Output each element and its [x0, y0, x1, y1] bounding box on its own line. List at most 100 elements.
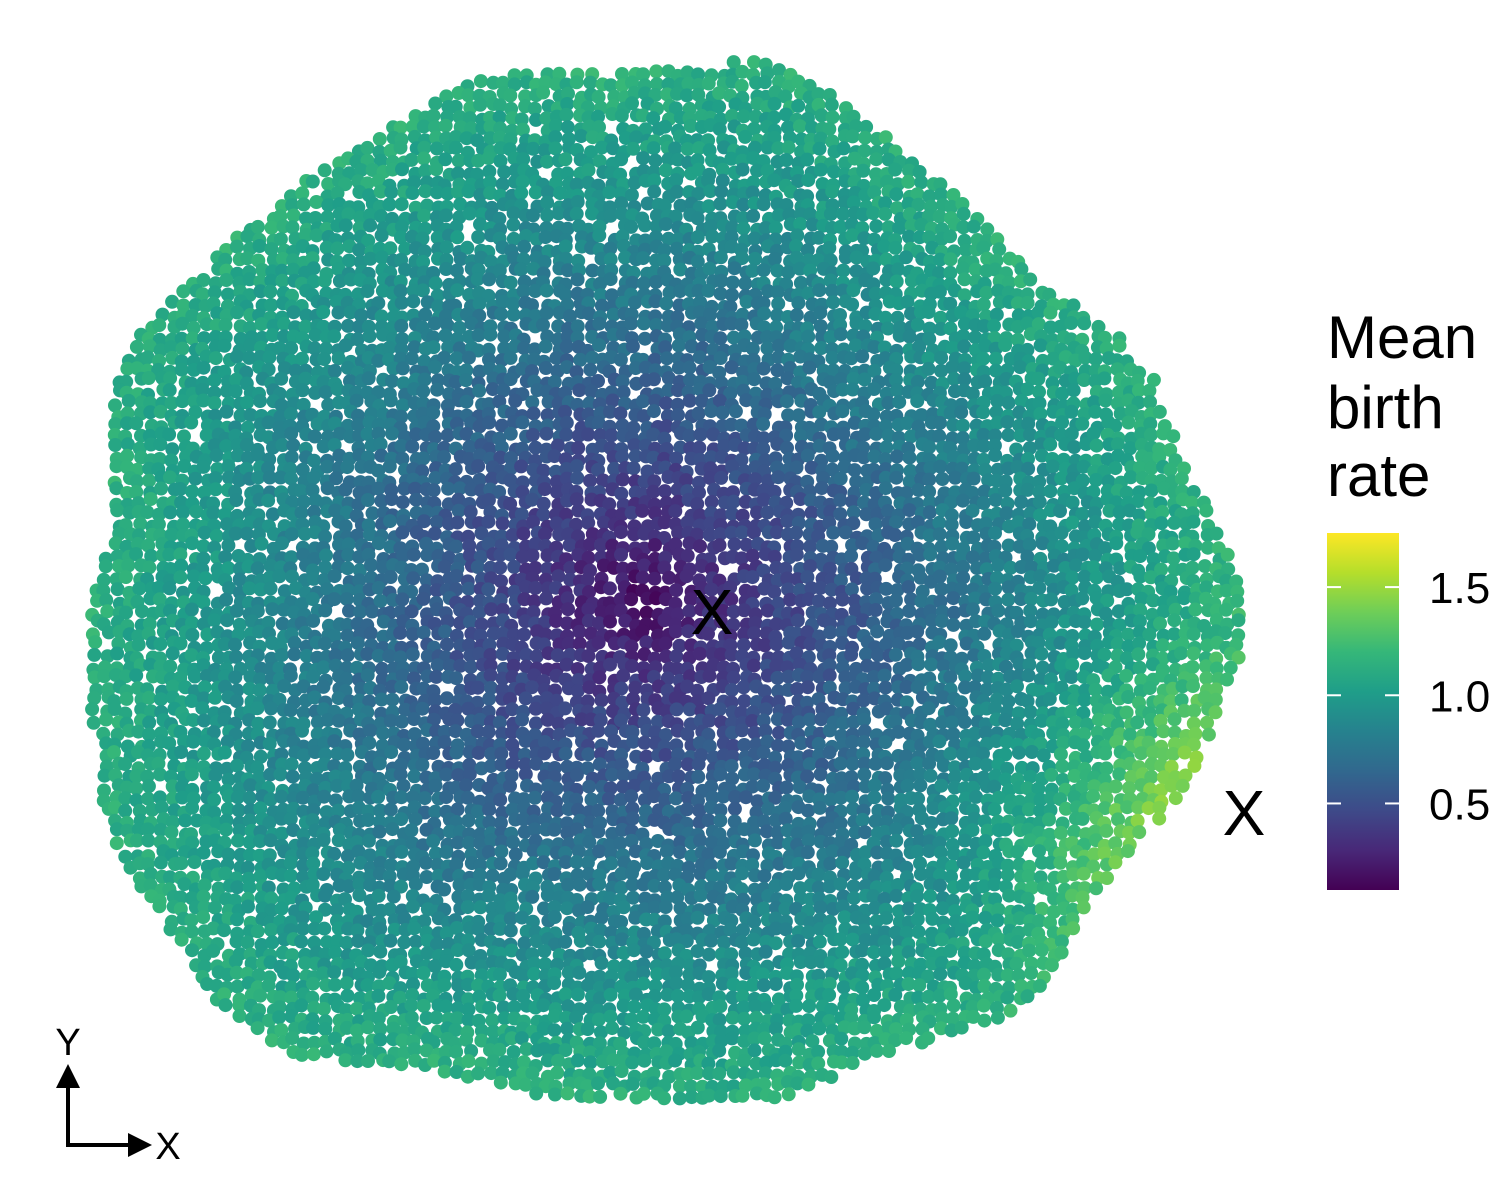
- cell-point: [805, 217, 820, 232]
- cell-point: [363, 208, 377, 222]
- cell-point: [250, 219, 265, 234]
- cell-point: [932, 209, 947, 224]
- cell-point: [991, 558, 1006, 573]
- cell-point: [943, 252, 958, 267]
- cell-point: [823, 207, 838, 221]
- cell-point: [497, 165, 512, 179]
- cell-point: [195, 701, 210, 716]
- cell-point: [558, 152, 573, 167]
- cell-point: [702, 261, 717, 276]
- cell-point: [514, 262, 528, 277]
- cell-point: [507, 77, 522, 92]
- cell-point: [734, 317, 749, 332]
- cell-point: [635, 108, 650, 123]
- cell-point: [957, 288, 972, 303]
- cell-point: [615, 295, 630, 310]
- cell-point: [745, 263, 760, 278]
- cell-point: [833, 219, 848, 234]
- cell-point: [592, 120, 606, 135]
- cell-point: [338, 482, 353, 497]
- cell-point: [592, 154, 607, 169]
- cell-point: [430, 185, 444, 200]
- cell-point: [878, 206, 893, 221]
- cell-point: [1032, 494, 1047, 509]
- cell-point: [229, 493, 244, 508]
- cell-point: [110, 582, 125, 597]
- cell-point: [814, 108, 829, 123]
- cell-point: [526, 141, 541, 156]
- cell-point: [493, 154, 508, 168]
- cell-point: [712, 702, 727, 717]
- cell-point: [493, 98, 507, 113]
- cell-point: [185, 331, 200, 346]
- cell-point: [503, 275, 518, 290]
- cell-point: [450, 230, 465, 245]
- cell-point: [714, 184, 729, 199]
- cell-point: [395, 495, 410, 510]
- cell-point: [836, 206, 850, 221]
- cell-point: [725, 195, 740, 210]
- cell-point: [846, 195, 861, 210]
- cell-point: [1220, 547, 1235, 562]
- cell-point: [932, 527, 947, 542]
- cell-point: [649, 318, 664, 332]
- cell-point: [845, 297, 860, 312]
- cell-point: [736, 221, 751, 236]
- cell-point: [470, 272, 485, 287]
- cell-point: [838, 250, 853, 265]
- cell-point: [536, 85, 551, 100]
- cell-point: [240, 229, 255, 244]
- cell-point: [1043, 437, 1058, 452]
- cell-point: [405, 647, 420, 662]
- cell-point: [373, 184, 388, 199]
- cell-point: [814, 481, 829, 495]
- cell-point: [1020, 316, 1035, 331]
- cell-point: [691, 67, 706, 82]
- cell-point: [791, 174, 806, 188]
- cell-point: [319, 286, 334, 301]
- cell-point: [459, 394, 474, 409]
- cell-point: [1023, 272, 1038, 287]
- cell-point: [989, 307, 1004, 322]
- cell-point: [658, 636, 673, 651]
- cell-point: [342, 253, 357, 268]
- cell-point: [574, 129, 589, 144]
- cell-point: [1066, 298, 1081, 313]
- cell-point: [701, 199, 716, 214]
- cell-point: [1022, 537, 1037, 552]
- cell-point: [727, 261, 742, 276]
- cell-point: [405, 439, 420, 454]
- cell-point: [448, 130, 463, 144]
- cell-point: [728, 404, 743, 419]
- cell-point: [461, 350, 476, 365]
- cell-point: [791, 296, 806, 310]
- cell-point: [449, 671, 463, 686]
- cell-point: [327, 364, 342, 378]
- cell-point: [340, 648, 355, 663]
- cell-point: [295, 383, 310, 398]
- cell-point: [497, 329, 512, 344]
- cell-point: [209, 529, 224, 543]
- cell-point: [551, 206, 566, 221]
- cell-point: [415, 283, 430, 298]
- cell-point: [769, 320, 784, 335]
- cell-point: [823, 273, 838, 288]
- cell-point: [954, 305, 969, 320]
- cell-point: [208, 690, 222, 705]
- cell-point: [1119, 668, 1134, 683]
- cell-point: [1142, 681, 1157, 696]
- cell-point: [514, 112, 529, 127]
- cell-point: [1044, 592, 1058, 607]
- cell-point: [756, 296, 771, 310]
- cell-point: [724, 151, 739, 166]
- cell-point: [319, 548, 333, 563]
- cell-point: [1111, 604, 1126, 619]
- cell-point: [647, 571, 662, 586]
- cell-point: [1186, 679, 1200, 693]
- cell-point: [1144, 483, 1159, 498]
- cell-point: [701, 76, 716, 91]
- cell-point: [525, 298, 539, 313]
- cell-point: [826, 295, 841, 310]
- cell-point: [317, 163, 332, 178]
